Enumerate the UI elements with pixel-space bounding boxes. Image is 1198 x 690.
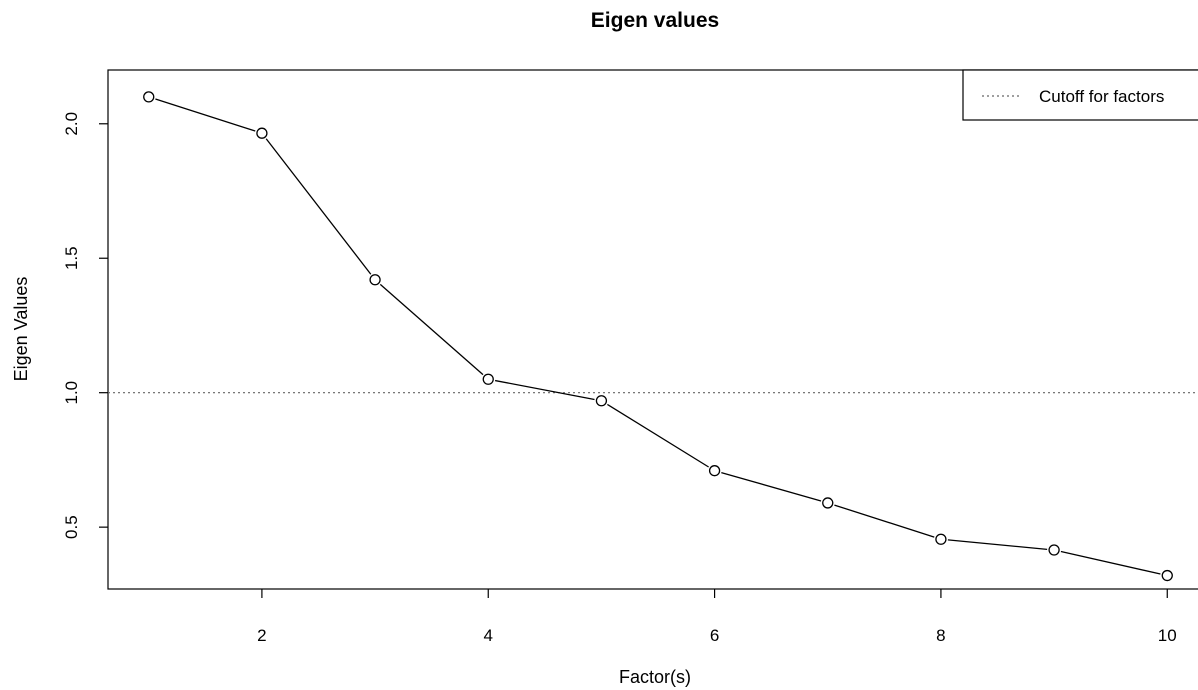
legend: Cutoff for factors <box>962 69 1198 121</box>
data-point <box>1161 569 1173 582</box>
data-point <box>595 395 608 407</box>
series-segment <box>495 379 595 401</box>
data-point <box>143 91 155 103</box>
x-tick-label: 2 <box>257 626 266 645</box>
data-point <box>708 465 721 477</box>
series-segment <box>1060 550 1161 575</box>
series-segment <box>379 283 484 376</box>
data-point <box>1048 544 1060 556</box>
data-point <box>822 497 834 509</box>
y-tick-label: 1.0 <box>62 381 81 405</box>
series-segment <box>607 403 709 468</box>
y-tick-label: 2.0 <box>62 112 81 136</box>
x-tick-label: 8 <box>936 626 945 645</box>
x-tick-label: 6 <box>710 626 719 645</box>
series-segment <box>721 471 822 502</box>
plot-frame <box>107 69 1198 590</box>
data-point <box>482 373 494 385</box>
y-tick-label: 1.5 <box>62 246 81 270</box>
y-tick-label: 0.5 <box>62 515 81 539</box>
data-point <box>256 127 268 139</box>
legend-box <box>962 69 1198 121</box>
x-axis: 2 4 6 8 10 <box>257 589 1177 645</box>
data-point <box>369 274 381 286</box>
x-axis-title: Factor(s) <box>619 667 691 687</box>
eigen-series <box>143 91 1173 582</box>
series-segment <box>265 138 372 275</box>
data-point <box>935 533 947 545</box>
legend-label-cutoff: Cutoff for factors <box>1039 87 1164 106</box>
series-segment <box>155 98 256 132</box>
x-tick-label: 10 <box>1158 626 1177 645</box>
series-segment <box>834 504 935 538</box>
chart-title: Eigen values <box>591 9 719 32</box>
y-axis-title: Eigen Values <box>11 277 31 382</box>
series-segment <box>947 539 1048 550</box>
x-tick-label: 4 <box>484 626 493 645</box>
y-axis: 0.5 1.0 1.5 2.0 <box>62 112 108 539</box>
